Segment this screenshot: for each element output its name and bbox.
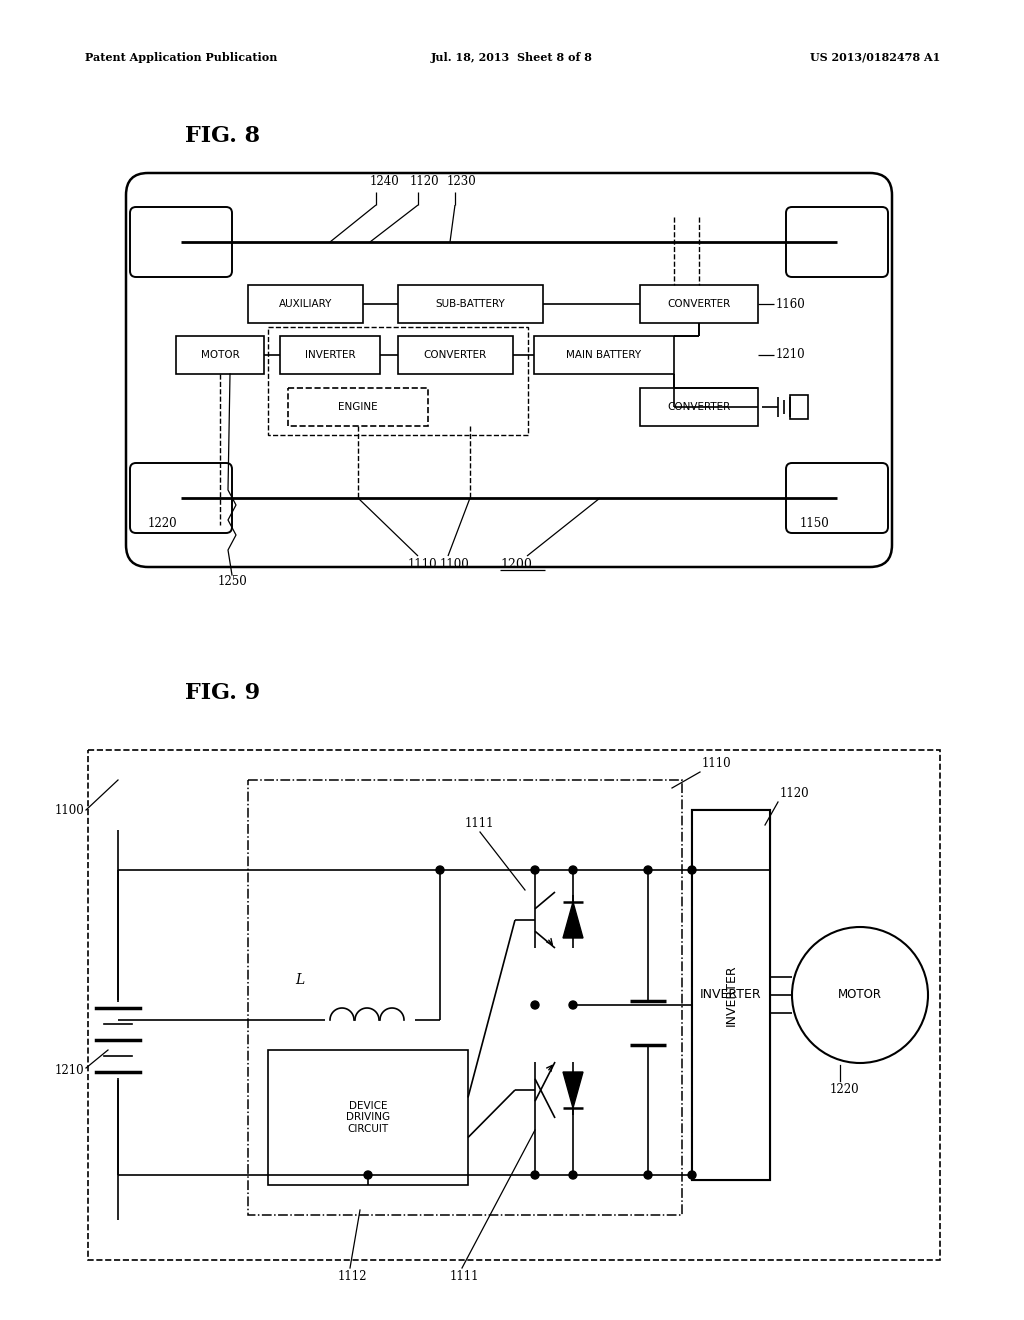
Text: 1120: 1120 (780, 787, 810, 800)
Text: Patent Application Publication: Patent Application Publication (85, 51, 278, 63)
Circle shape (792, 927, 928, 1063)
FancyBboxPatch shape (130, 463, 232, 533)
Text: 1112: 1112 (338, 1270, 368, 1283)
Text: MOTOR: MOTOR (201, 350, 240, 360)
Text: INVERTER: INVERTER (700, 989, 762, 1002)
Text: 1100: 1100 (440, 558, 470, 572)
Text: CONVERTER: CONVERTER (424, 350, 487, 360)
Bar (398, 285, 543, 323)
Text: 1230: 1230 (447, 176, 477, 187)
Bar (398, 337, 513, 374)
Bar (640, 285, 758, 323)
Text: DEVICE
DRIVING
CIRCUIT: DEVICE DRIVING CIRCUIT (346, 1101, 390, 1134)
Circle shape (531, 1001, 539, 1008)
Bar (248, 285, 362, 323)
Circle shape (531, 866, 539, 874)
Text: 1200: 1200 (500, 558, 531, 572)
Text: INVERTER: INVERTER (725, 964, 737, 1026)
FancyBboxPatch shape (786, 463, 888, 533)
Text: MOTOR: MOTOR (838, 989, 882, 1002)
Bar (88, 750, 940, 1261)
FancyBboxPatch shape (786, 207, 888, 277)
Circle shape (531, 1171, 539, 1179)
Text: 1250: 1250 (218, 576, 248, 587)
Text: Jul. 18, 2013  Sheet 8 of 8: Jul. 18, 2013 Sheet 8 of 8 (431, 51, 593, 63)
Text: 1210: 1210 (776, 348, 806, 362)
Bar (692, 810, 770, 1180)
FancyBboxPatch shape (126, 173, 892, 568)
Text: SUB-BATTERY: SUB-BATTERY (435, 300, 506, 309)
Text: 1220: 1220 (148, 517, 177, 531)
Bar (248, 780, 682, 1214)
Text: CONVERTER: CONVERTER (668, 403, 731, 412)
Circle shape (688, 866, 696, 874)
Polygon shape (563, 1072, 583, 1107)
Text: 1100: 1100 (54, 804, 84, 817)
Text: 1111: 1111 (465, 817, 495, 830)
Bar (268, 1049, 468, 1185)
Text: CONVERTER: CONVERTER (668, 300, 731, 309)
Text: 1120: 1120 (410, 176, 439, 187)
Bar (534, 337, 674, 374)
FancyBboxPatch shape (130, 207, 232, 277)
Text: 1111: 1111 (450, 1270, 479, 1283)
Text: MAIN BATTERY: MAIN BATTERY (566, 350, 642, 360)
Bar (640, 388, 758, 426)
Text: FIG. 9: FIG. 9 (185, 682, 260, 704)
Text: 1110: 1110 (408, 558, 437, 572)
Text: INVERTER: INVERTER (305, 350, 355, 360)
Text: 1160: 1160 (776, 297, 806, 310)
Text: FIG. 8: FIG. 8 (185, 125, 260, 147)
Circle shape (569, 1001, 577, 1008)
Circle shape (569, 866, 577, 874)
Text: ENGINE: ENGINE (338, 403, 378, 412)
Text: AUXILIARY: AUXILIARY (279, 300, 332, 309)
Circle shape (644, 1171, 652, 1179)
Bar (790, 395, 808, 418)
Bar (288, 388, 428, 426)
Circle shape (644, 866, 652, 874)
Text: US 2013/0182478 A1: US 2013/0182478 A1 (810, 51, 940, 63)
Text: 1240: 1240 (370, 176, 399, 187)
Circle shape (688, 1171, 696, 1179)
Circle shape (436, 866, 444, 874)
Bar (280, 337, 380, 374)
Polygon shape (563, 902, 583, 939)
Text: L: L (295, 973, 304, 987)
Bar (268, 327, 528, 436)
Text: 1150: 1150 (800, 517, 829, 531)
Text: 1110: 1110 (702, 756, 731, 770)
Text: 1210: 1210 (54, 1064, 84, 1077)
Circle shape (569, 1171, 577, 1179)
Bar (692, 810, 770, 1180)
Circle shape (364, 1171, 372, 1179)
Text: 1220: 1220 (830, 1082, 859, 1096)
Bar (176, 337, 264, 374)
